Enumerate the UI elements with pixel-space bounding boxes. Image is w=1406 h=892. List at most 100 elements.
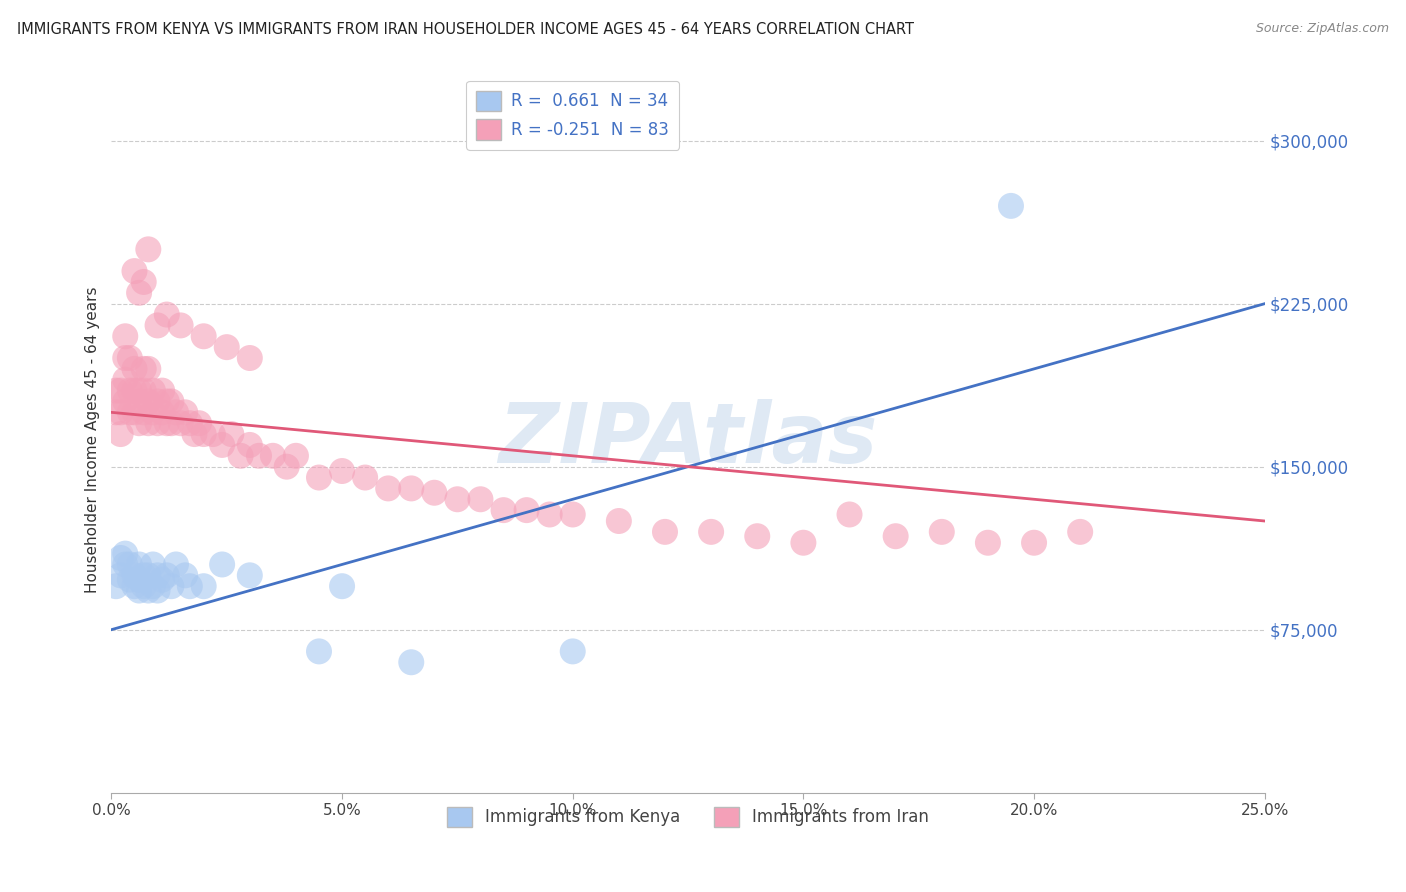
Point	[201, 427, 224, 442]
Point	[156, 416, 179, 430]
Point	[247, 449, 270, 463]
Point	[124, 568, 146, 582]
Point	[308, 644, 330, 658]
Point	[110, 551, 132, 566]
Point	[110, 568, 132, 582]
Point	[124, 579, 146, 593]
Point	[330, 579, 353, 593]
Point	[128, 583, 150, 598]
Text: IMMIGRANTS FROM KENYA VS IMMIGRANTS FROM IRAN HOUSEHOLDER INCOME AGES 45 - 64 YE: IMMIGRANTS FROM KENYA VS IMMIGRANTS FROM…	[17, 22, 914, 37]
Text: Source: ZipAtlas.com: Source: ZipAtlas.com	[1256, 22, 1389, 36]
Point	[142, 384, 165, 398]
Point	[136, 416, 159, 430]
Point	[193, 579, 215, 593]
Point	[747, 529, 769, 543]
Point	[276, 459, 298, 474]
Point	[114, 351, 136, 365]
Point	[174, 405, 197, 419]
Point	[354, 470, 377, 484]
Point	[792, 535, 814, 549]
Point	[221, 427, 243, 442]
Point	[561, 508, 583, 522]
Point	[179, 416, 201, 430]
Point	[132, 405, 155, 419]
Point	[118, 384, 141, 398]
Point	[136, 243, 159, 257]
Point	[118, 573, 141, 587]
Point	[146, 568, 169, 582]
Point	[284, 449, 307, 463]
Point	[401, 655, 423, 669]
Point	[124, 264, 146, 278]
Point	[239, 438, 262, 452]
Point	[239, 351, 262, 365]
Point	[146, 318, 169, 333]
Point	[977, 535, 1000, 549]
Point	[211, 558, 233, 572]
Point	[401, 482, 423, 496]
Point	[114, 558, 136, 572]
Point	[132, 384, 155, 398]
Point	[146, 416, 169, 430]
Y-axis label: Householder Income Ages 45 - 64 years: Householder Income Ages 45 - 64 years	[86, 286, 100, 593]
Point	[1022, 535, 1045, 549]
Point	[142, 558, 165, 572]
Point	[114, 329, 136, 343]
Point	[165, 405, 187, 419]
Point	[183, 427, 205, 442]
Point	[188, 416, 211, 430]
Point	[128, 394, 150, 409]
Point	[1069, 524, 1091, 539]
Point	[118, 351, 141, 365]
Point	[136, 362, 159, 376]
Point	[118, 558, 141, 572]
Point	[561, 644, 583, 658]
Point	[607, 514, 630, 528]
Text: ZIPAtlas: ZIPAtlas	[498, 399, 877, 480]
Point	[446, 492, 468, 507]
Point	[132, 362, 155, 376]
Point	[110, 384, 132, 398]
Point	[654, 524, 676, 539]
Point	[142, 405, 165, 419]
Point	[160, 394, 183, 409]
Point	[136, 583, 159, 598]
Point	[165, 558, 187, 572]
Point	[156, 308, 179, 322]
Point	[105, 579, 128, 593]
Point	[160, 416, 183, 430]
Point	[146, 583, 169, 598]
Point	[128, 573, 150, 587]
Point	[110, 427, 132, 442]
Point	[169, 318, 191, 333]
Point	[215, 340, 238, 354]
Point	[193, 427, 215, 442]
Point	[124, 384, 146, 398]
Point	[700, 524, 723, 539]
Point	[150, 573, 173, 587]
Point	[470, 492, 492, 507]
Point	[838, 508, 860, 522]
Point	[128, 384, 150, 398]
Point	[330, 464, 353, 478]
Legend: Immigrants from Kenya, Immigrants from Iran: Immigrants from Kenya, Immigrants from I…	[440, 800, 936, 834]
Point	[136, 568, 159, 582]
Point	[160, 579, 183, 593]
Point	[169, 416, 191, 430]
Point	[124, 362, 146, 376]
Point	[105, 405, 128, 419]
Point	[136, 394, 159, 409]
Point	[128, 285, 150, 300]
Point	[150, 384, 173, 398]
Point	[128, 416, 150, 430]
Point	[118, 405, 141, 419]
Point	[423, 485, 446, 500]
Point	[156, 394, 179, 409]
Point	[174, 568, 197, 582]
Point	[142, 579, 165, 593]
Point	[179, 579, 201, 593]
Point	[128, 558, 150, 572]
Point	[538, 508, 561, 522]
Point	[114, 373, 136, 387]
Point	[262, 449, 284, 463]
